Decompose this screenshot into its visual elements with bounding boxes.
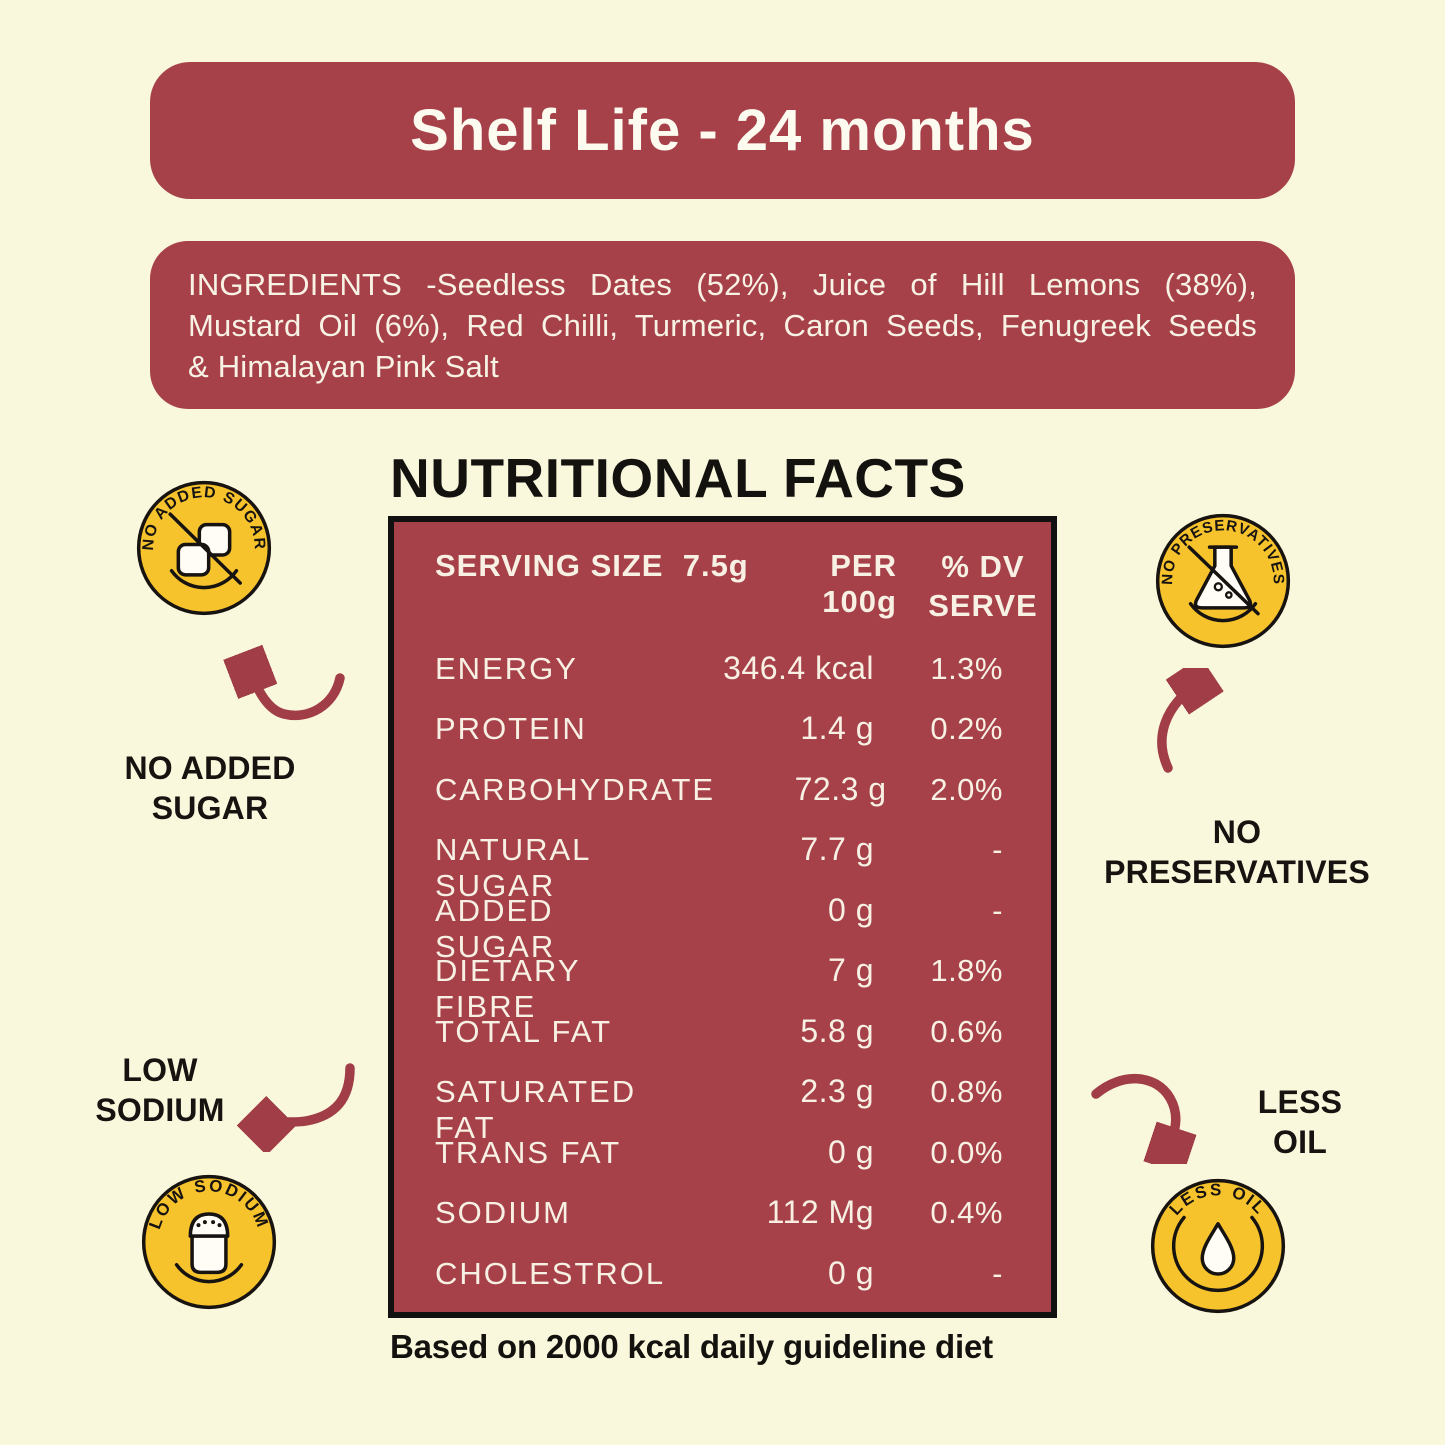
nutrition-row: PROTEIN 1.4 g 0.2% bbox=[435, 710, 1023, 771]
nutrient-name: CHOLESTROL bbox=[435, 1255, 666, 1291]
nutrition-row: TOTAL FAT 5.8 g 0.6% bbox=[435, 1013, 1023, 1074]
nutrient-name: TOTAL FAT bbox=[435, 1013, 613, 1049]
badge-inner-arc bbox=[1171, 1215, 1265, 1293]
nutrition-row: SATURATED FAT 2.3 g 0.8% bbox=[435, 1073, 1023, 1145]
nutrient-dv: 2.0% bbox=[930, 771, 1003, 807]
nutrient-name: ENERGY bbox=[435, 650, 578, 686]
no-preservatives-badge: NO PRESERVATIVES bbox=[1155, 513, 1291, 649]
arrow-to-no-preservatives-icon bbox=[1157, 668, 1236, 773]
nutrient-value: 1.4 g bbox=[800, 710, 874, 746]
nutrition-rows: ENERGY 346.4 kcal 1.3% PROTEIN 1.4 g 0.2% CARB… bbox=[435, 650, 1023, 1316]
less-oil-label: LESS OIL bbox=[1195, 1082, 1405, 1162]
nutrient-value: 7.7 g bbox=[800, 831, 874, 867]
no-added-sugar-badge: NO ADDED SUGAR bbox=[136, 480, 272, 616]
arrow-to-less-oil-icon bbox=[1091, 1074, 1210, 1164]
low-sodium-label: LOW SODIUM bbox=[55, 1050, 265, 1130]
nutrient-name: SODIUM bbox=[435, 1195, 571, 1230]
nutrition-row: ADDED SUGAR 0 g - bbox=[435, 891, 1023, 964]
ingredients-box: INGREDIENTS -Seedless Dates (52%), Juice… bbox=[150, 241, 1295, 409]
nutrient-dv: - bbox=[992, 892, 1003, 928]
nutrient-name: DIETARY FIBRE bbox=[435, 953, 580, 1024]
nutritional-facts-title: NUTRITIONAL FACTS bbox=[390, 447, 966, 509]
nutrition-table: SERVING SIZE 7.5g PER 100g % DV SERVE EN… bbox=[388, 516, 1057, 1318]
nutrient-value: 346.4 kcal bbox=[723, 649, 874, 686]
footnote: Based on 2000 kcal daily guideline diet bbox=[390, 1328, 993, 1365]
nutrient-name: SATURATED FAT bbox=[435, 1074, 637, 1145]
nutrient-dv: 0.4% bbox=[930, 1195, 1003, 1230]
shelf-life-text: Shelf Life - 24 months bbox=[410, 98, 1035, 163]
label-line: OIL bbox=[1273, 1124, 1327, 1160]
shelf-life-banner: Shelf Life - 24 months bbox=[150, 62, 1295, 199]
flask-crossed-icon bbox=[1187, 545, 1260, 616]
sugar-cubes-crossed-icon bbox=[168, 512, 242, 585]
nutrient-dv: 0.0% bbox=[930, 1134, 1003, 1170]
nutrient-value: 72.3 g bbox=[794, 770, 887, 807]
badge-bottom-arc bbox=[174, 1263, 244, 1284]
nutrition-row: CARBOHYDRATE 72.3 g 2.0% bbox=[435, 771, 1023, 832]
badge-bottom-arc bbox=[1188, 602, 1258, 623]
dv-header-line1: % DV bbox=[941, 549, 1025, 584]
nutrient-dv: - bbox=[992, 1255, 1003, 1291]
nutrient-value: 5.8 g bbox=[800, 1012, 874, 1049]
nutrient-dv: 0.2% bbox=[930, 711, 1003, 746]
label-line: NO bbox=[1212, 814, 1262, 850]
nutrition-row: CHOLESTROL 0 g - bbox=[435, 1255, 1023, 1316]
serving-size-header: SERVING SIZE 7.5g bbox=[435, 548, 749, 583]
nutrition-table-header: SERVING SIZE 7.5g PER 100g % DV SERVE bbox=[435, 548, 1037, 626]
nutrition-row: DIETARY FIBRE 7 g 1.8% bbox=[435, 952, 1023, 1024]
dv-serve-header: % DV SERVE bbox=[923, 548, 1043, 626]
nutrient-name: PROTEIN bbox=[435, 711, 587, 746]
label-line: SUGAR bbox=[151, 790, 269, 826]
ingredients-line: Mustard Oil (6%), Red Chilli, Turmeric, … bbox=[188, 307, 1257, 343]
no-added-sugar-label: NO ADDED SUGAR bbox=[105, 748, 315, 828]
label-line: PRESERVATIVES bbox=[1104, 854, 1370, 890]
nutrient-value: 7 g bbox=[828, 952, 874, 988]
nutrient-name: TRANS FAT bbox=[435, 1134, 622, 1170]
no-preservatives-label: NO PRESERVATIVES bbox=[1077, 812, 1397, 892]
nutrient-dv: - bbox=[992, 832, 1003, 867]
label-line: SODIUM bbox=[95, 1092, 225, 1128]
nutrient-name: ADDED SUGAR bbox=[435, 892, 556, 964]
nutrient-dv: 1.8% bbox=[930, 953, 1003, 988]
dv-header-line2: SERVE bbox=[928, 587, 1038, 623]
low-sodium-badge: LOW SODIUM bbox=[141, 1174, 277, 1310]
badge-bottom-arc bbox=[169, 569, 239, 590]
ingredients-line: & Himalayan Pink Salt bbox=[188, 348, 499, 384]
nutrition-row: ENERGY 346.4 kcal 1.3% bbox=[435, 650, 1023, 711]
nutrition-row: NATURAL SUGAR 7.7 g - bbox=[435, 831, 1023, 903]
ingredients-line: INGREDIENTS -Seedless Dates (52%), Juice… bbox=[188, 267, 1257, 302]
nutrient-value: 0 g bbox=[828, 891, 874, 928]
nutrient-dv: 1.3% bbox=[930, 650, 1003, 686]
label-line: LOW bbox=[122, 1052, 198, 1088]
less-oil-badge: LESS OIL bbox=[1150, 1178, 1286, 1314]
nutrient-dv: 0.6% bbox=[930, 1013, 1003, 1049]
arrow-to-no-added-sugar-icon bbox=[222, 630, 345, 720]
label-line: NO ADDED bbox=[124, 750, 296, 786]
nutrition-row: TRANS FAT 0 g 0.0% bbox=[435, 1134, 1023, 1195]
nutrient-dv: 0.8% bbox=[930, 1074, 1003, 1109]
nutrient-value: 0 g bbox=[828, 1254, 874, 1291]
nutrient-value: 2.3 g bbox=[800, 1073, 874, 1109]
arrow-to-low-sodium-icon bbox=[226, 1063, 355, 1152]
per-100g-header: PER 100g bbox=[822, 548, 897, 619]
nutrient-name: CARBOHYDRATE bbox=[435, 771, 716, 807]
label-line: LESS bbox=[1257, 1084, 1343, 1120]
nutrition-row: SODIUM 112 Mg 0.4% bbox=[435, 1194, 1023, 1255]
nutrient-name: NATURAL SUGAR bbox=[435, 832, 591, 903]
oil-drop-icon bbox=[1200, 1222, 1236, 1276]
nutrient-value: 0 g bbox=[828, 1133, 874, 1170]
salt-shaker-icon bbox=[188, 1212, 230, 1275]
nutrient-value: 112 Mg bbox=[766, 1194, 874, 1230]
